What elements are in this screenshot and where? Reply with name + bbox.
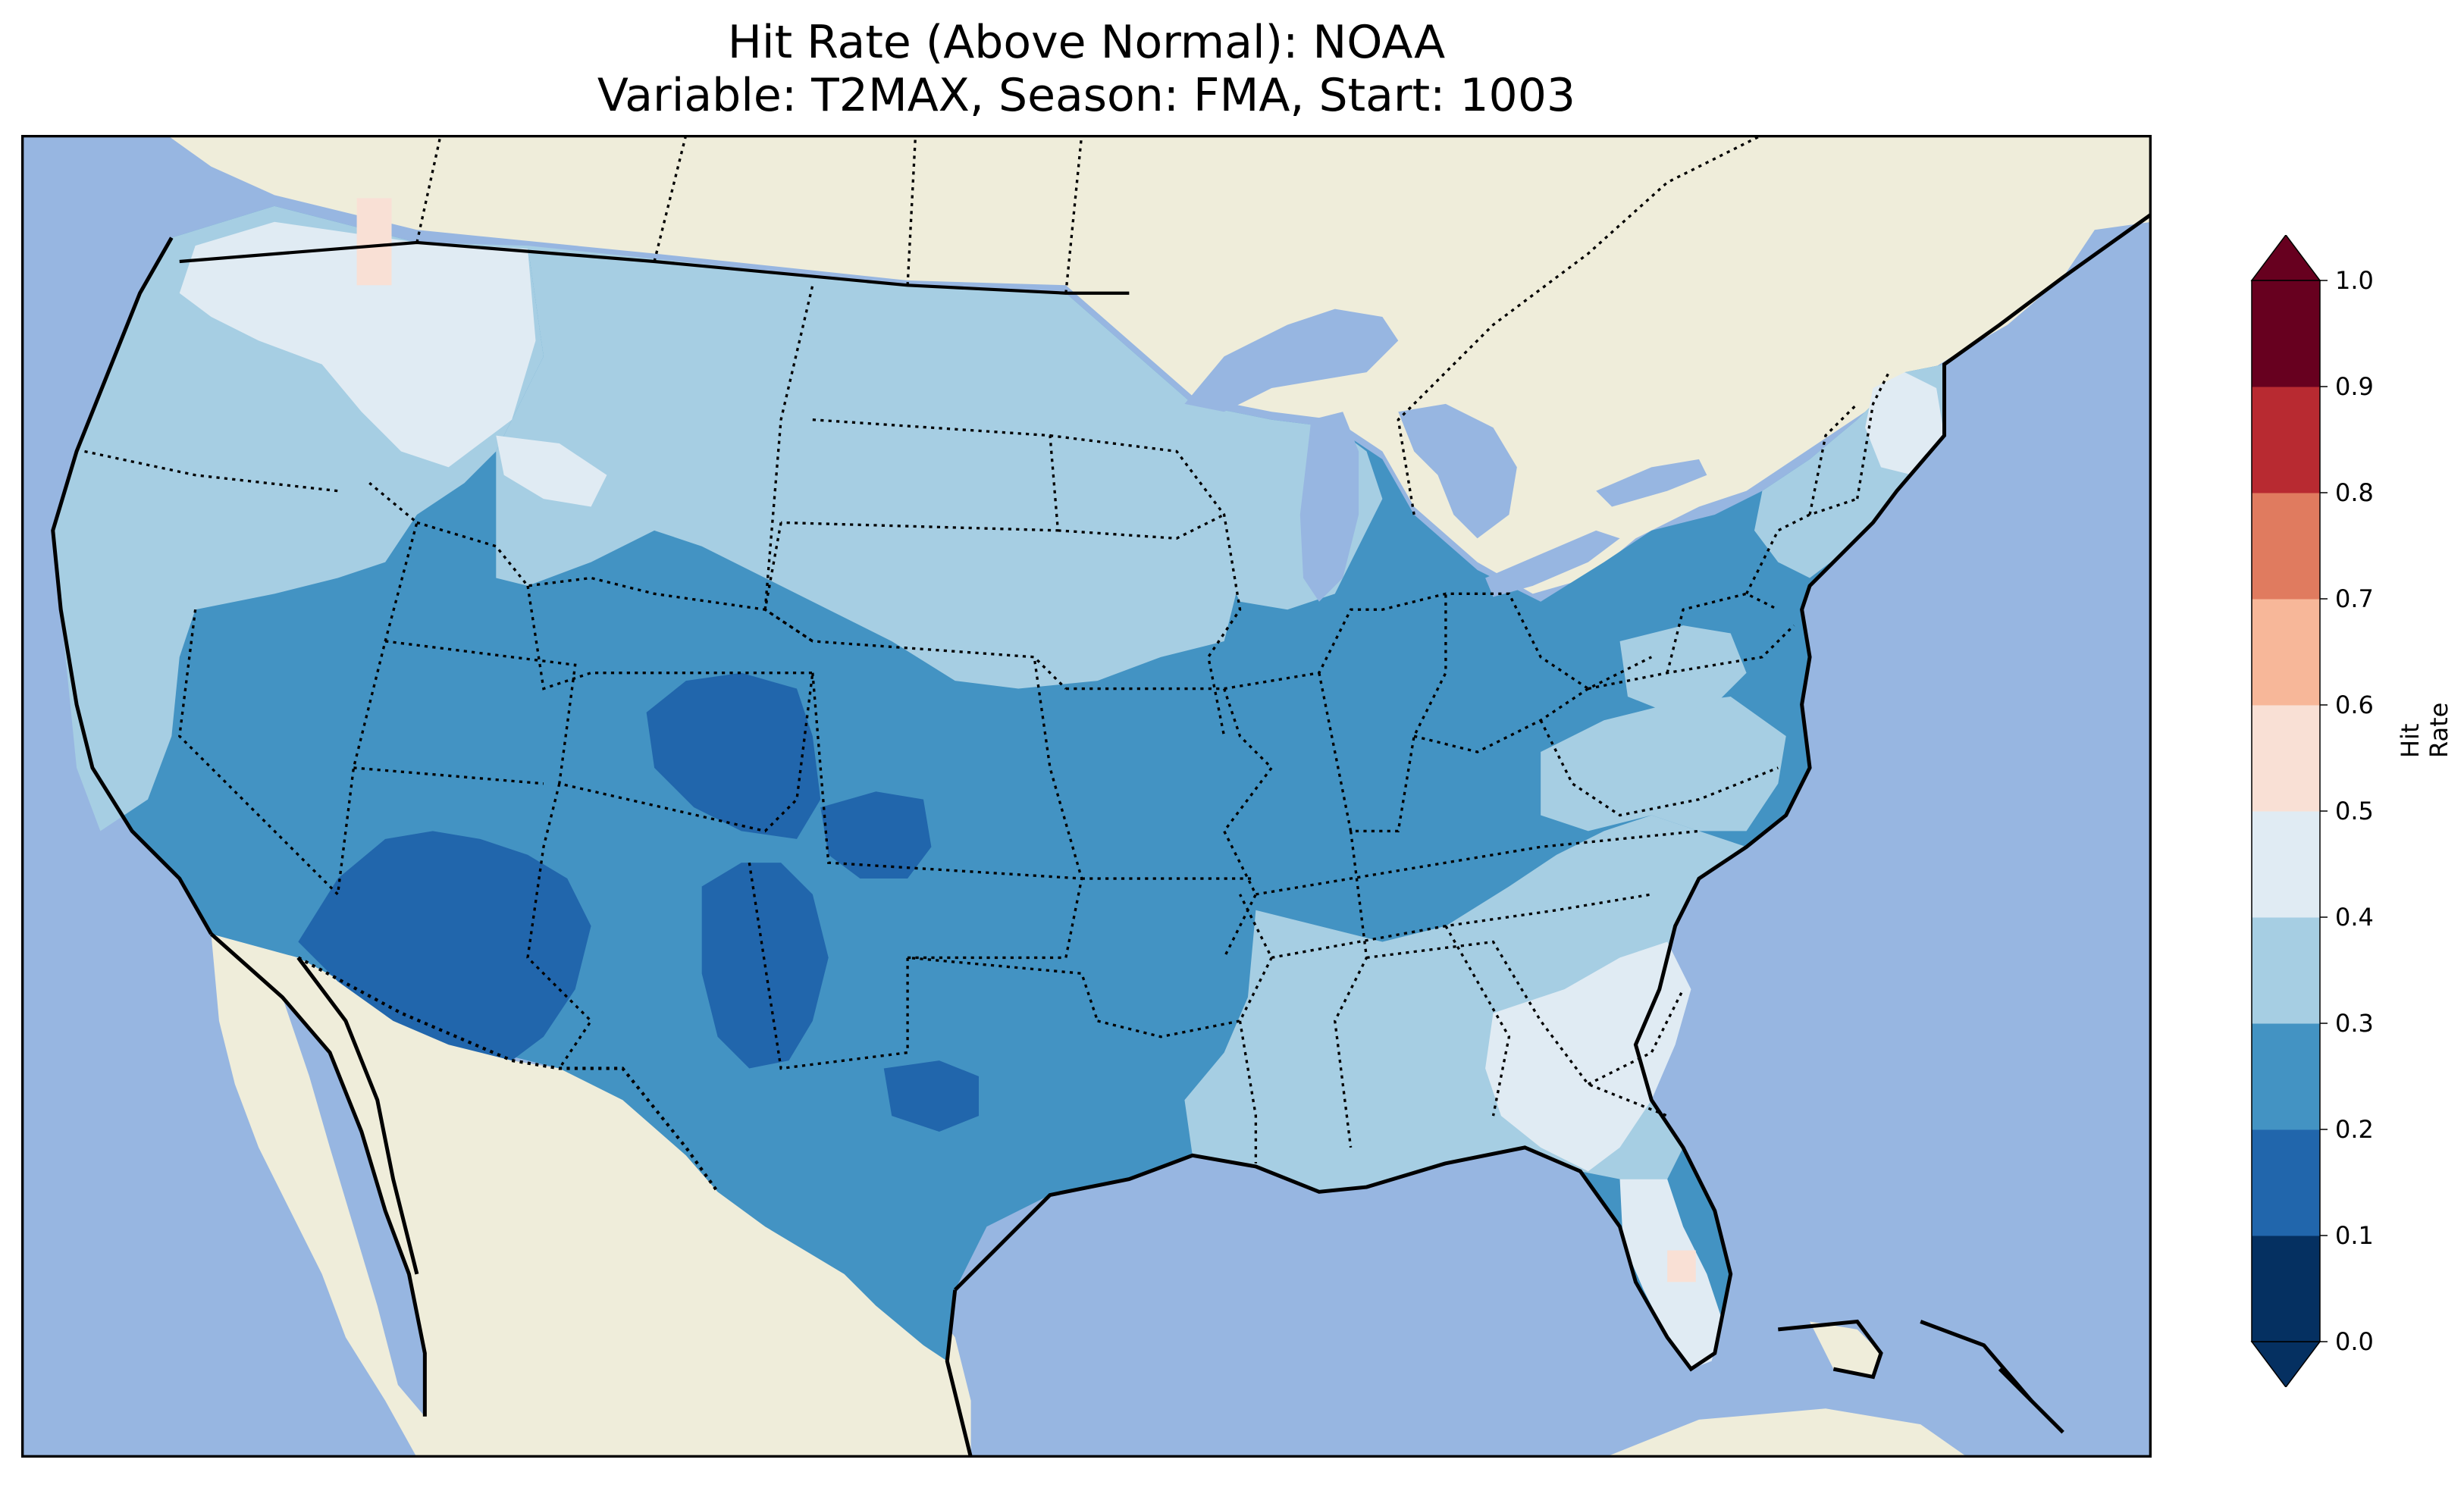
colorbar-tick-label: 0.6 <box>2335 691 2374 719</box>
colorbar-band <box>2252 917 2320 1024</box>
caribbean-islands <box>1810 1321 1882 1377</box>
florida-hot-cell <box>1667 1250 1696 1283</box>
map-title-line-2: Variable: T2MAX, Season: FMA, Start: 100… <box>597 69 1576 122</box>
colorbar-extend-low <box>2250 1341 2321 1387</box>
colorbar-tick-label: 0.9 <box>2335 372 2374 401</box>
texas-dark-cell <box>883 1060 980 1132</box>
colorbar-band <box>2252 811 2320 918</box>
lake-huron <box>1398 403 1517 539</box>
colorbar-band <box>2252 1023 2320 1130</box>
kansas-dark <box>820 791 932 879</box>
us-mexico-border <box>297 956 719 1193</box>
map-title-line-1: Hit Rate (Above Normal): NOAA <box>727 16 1446 69</box>
colorbar-tick-label: 0.2 <box>2335 1115 2374 1144</box>
colorbar-band <box>2252 705 2320 812</box>
colorbar-tick-label: 0.0 <box>2335 1327 2374 1356</box>
colorbar-tick-label: 0.4 <box>2335 903 2374 932</box>
colorbar-band <box>2252 493 2320 600</box>
map-area <box>21 135 2152 1458</box>
colorbar-tick-label: 0.8 <box>2335 478 2374 507</box>
georgia-pale <box>1485 941 1691 1172</box>
colorbar-band <box>2252 1129 2320 1236</box>
colorbar-band <box>2252 1236 2320 1342</box>
baja-gulf <box>282 997 425 1417</box>
colorbar-ticks: 0.0 0.1 0.2 0.3 0.4 0.5 0.6 0.7 0.8 0.9 1.0 <box>2320 266 2374 1356</box>
colorbar-tick-label: 1.0 <box>2335 266 2374 295</box>
colorbar-band <box>2252 387 2320 493</box>
colorado-dark <box>646 672 821 839</box>
idaho-hot-cell <box>356 198 392 286</box>
coastlines <box>51 212 2152 1458</box>
montana-pale <box>496 435 607 507</box>
colorbar-swatches <box>2250 235 2321 1387</box>
colorbar-band <box>2252 599 2320 706</box>
colorbar-extend-high <box>2250 235 2321 281</box>
colorbar-tick-label: 0.1 <box>2335 1221 2374 1250</box>
yucatan-hint <box>1603 1408 1968 1458</box>
arizona-dark <box>298 831 591 1061</box>
lake-erie <box>1485 530 1620 597</box>
idaho-montana-pale <box>179 221 536 468</box>
lake-superior <box>1184 309 1399 412</box>
colorbar-label: Hit Rate <box>2396 702 2453 758</box>
us-canada-border <box>179 240 1130 295</box>
northern-plains-light <box>496 246 1256 689</box>
appalachian-light <box>1541 696 1786 832</box>
colorbar-tick-label: 0.7 <box>2335 584 2374 613</box>
colorbar-band <box>2252 280 2320 387</box>
state-borders <box>84 135 1890 1164</box>
colorbar-tick-label: 0.5 <box>2335 797 2374 825</box>
penn-light <box>1619 625 1747 713</box>
colorbar-tick-label: 0.3 <box>2335 1009 2374 1038</box>
maine-pale <box>1865 372 1945 475</box>
colorbar: 0.0 0.1 0.2 0.3 0.4 0.5 0.6 0.7 0.8 0.9 1.0 <box>2250 235 2374 1387</box>
lake-ontario <box>1596 459 1707 507</box>
lake-michigan <box>1299 412 1359 602</box>
